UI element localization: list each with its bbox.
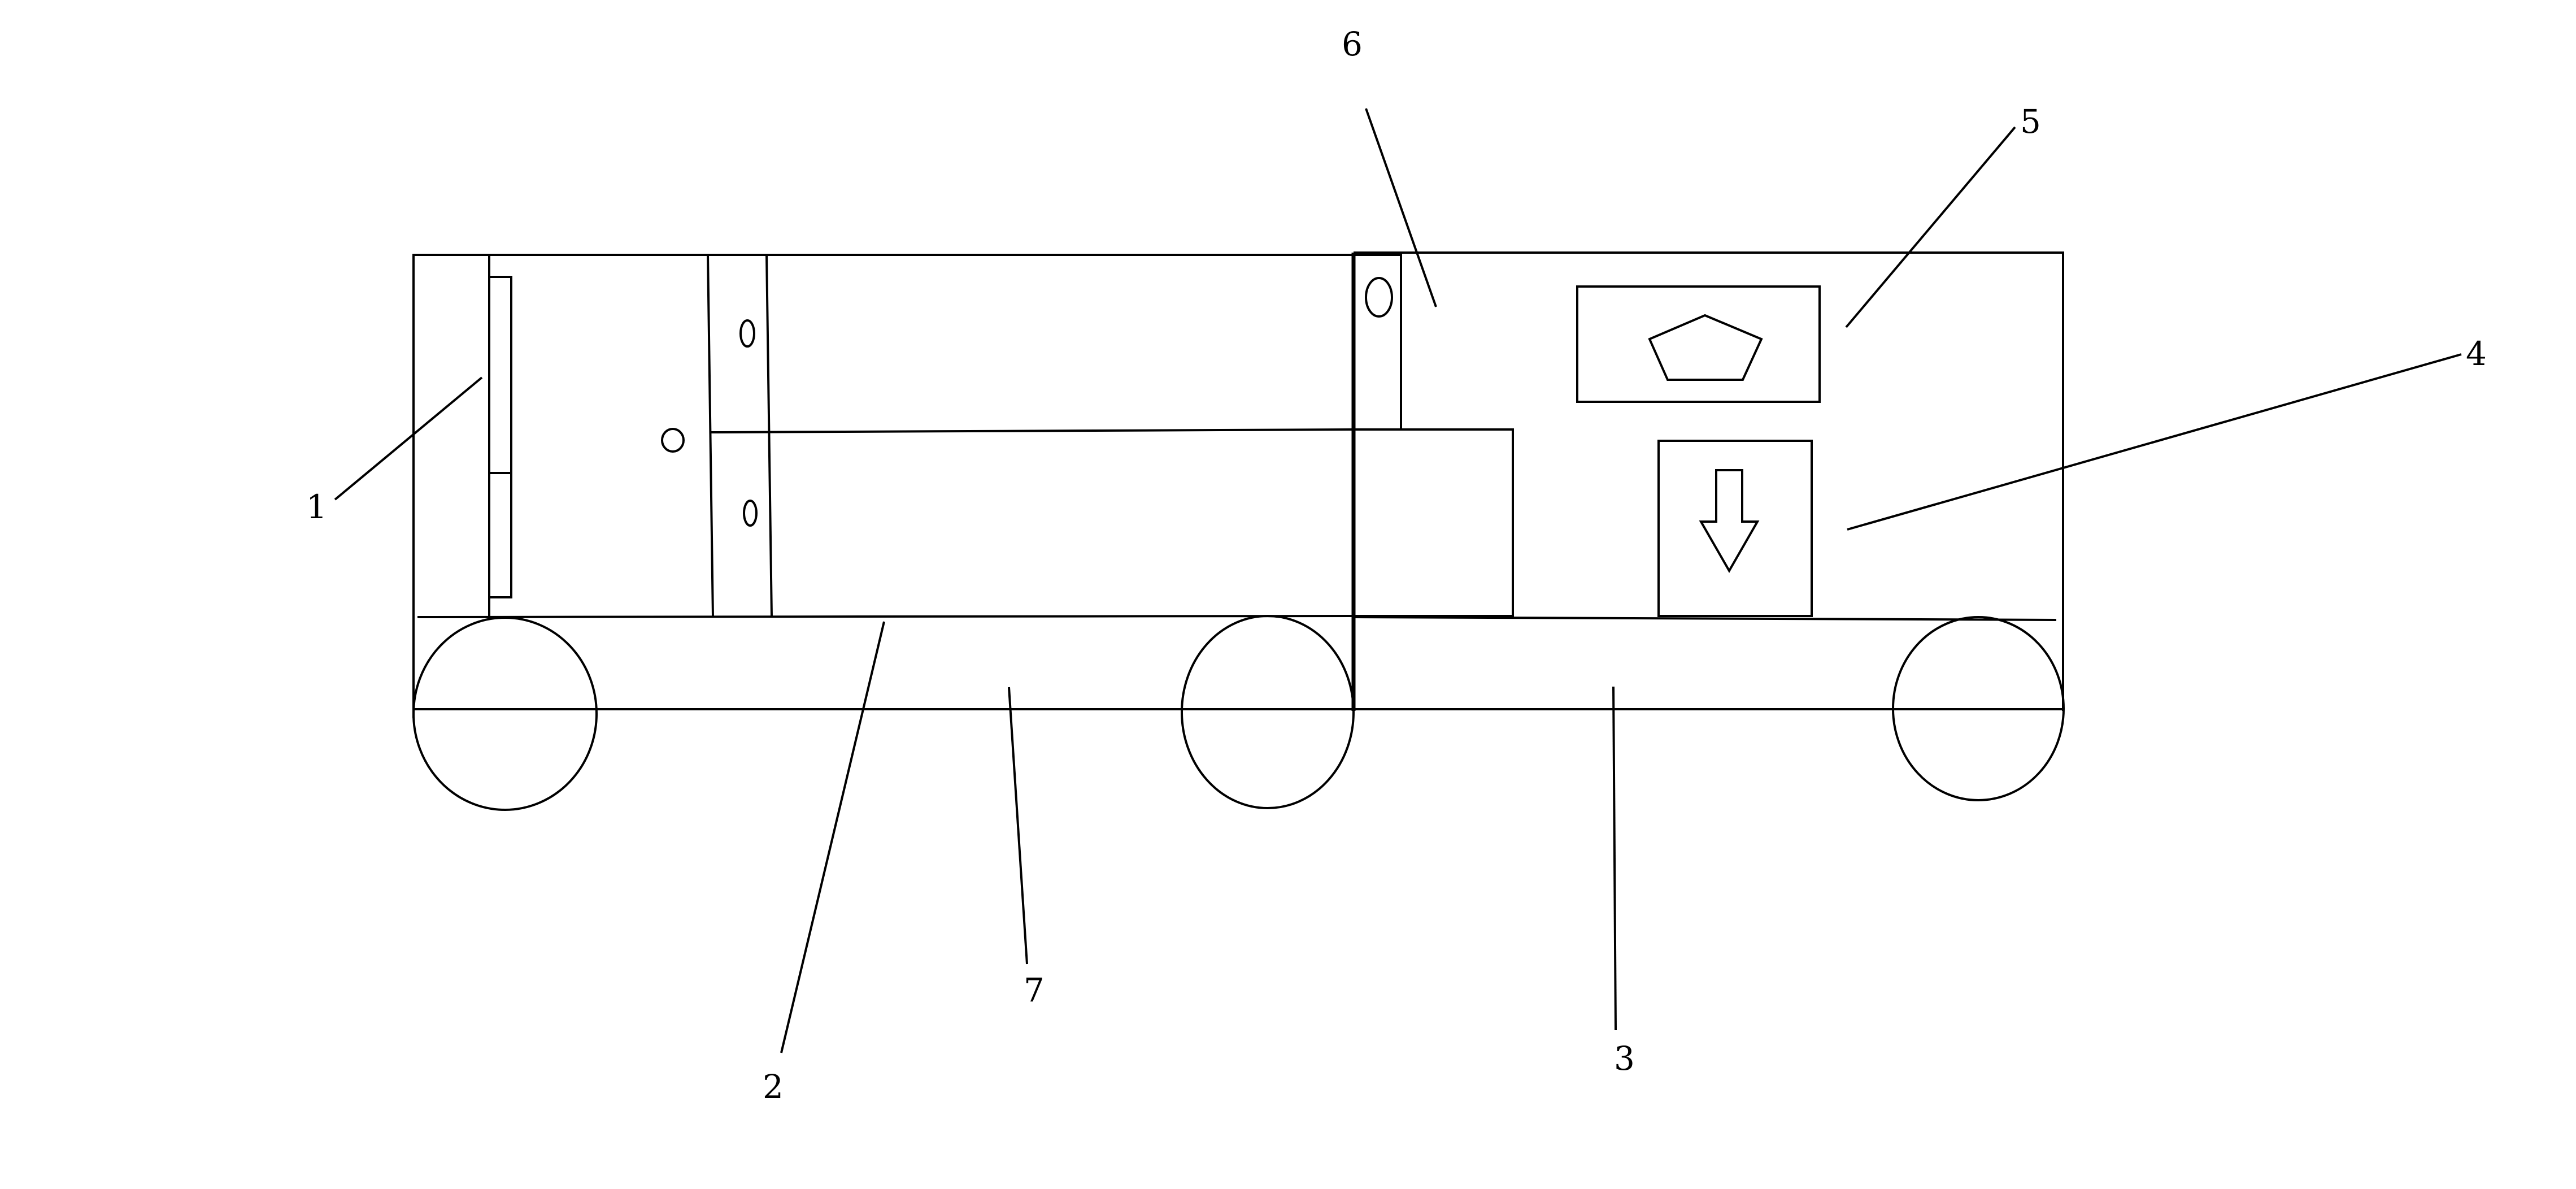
leader-line-4 [1847,353,2462,531]
right-compartment [1354,251,2064,711]
post-lower-hole [743,500,758,527]
component-6-lens [1365,277,1393,318]
callout-label-6: 6 [1342,25,1363,63]
lower-arrow-panel [1657,440,1813,617]
right-compartment-outline [1354,251,2064,711]
control-cabinet [1352,428,1514,617]
right-floor-line [1352,616,2057,621]
compartment-divider [1351,253,1514,711]
left-compartment-outline [412,254,1352,718]
leader-lines [334,108,2462,1053]
left-compartment-floor-line [417,615,1352,618]
down-arrow-icon [1699,469,1760,574]
component-6-box [1354,254,1402,429]
callout-label-7: 7 [1024,971,1045,1009]
upper-display-panel [1576,285,1821,403]
leader-line-2 [780,621,885,1053]
left-compartment [412,254,1352,718]
rear-wheel [412,617,598,811]
handle-circle [661,428,685,453]
callout-labels: 1 2 3 4 5 6 7 [306,25,2487,1106]
callout-label-5: 5 [2020,102,2041,141]
partition-post-left-edge [707,254,714,618]
callout-label-2: 2 [763,1068,784,1106]
callout-label-3: 3 [1614,1039,1635,1078]
front-wheel [1892,616,2065,801]
middle-wheel [1181,615,1355,809]
leader-line-5 [1845,126,2016,328]
post-upper-hole [739,319,755,348]
leader-line-7 [1008,687,1028,965]
callout-label-4: 4 [2466,335,2487,373]
callout-label-1: 1 [306,488,327,526]
pentagon-icon [1648,314,1763,381]
leader-line-3 [1612,686,1617,1031]
partition-post-right-edge [765,254,773,618]
chassis [414,616,2063,710]
wheels [412,615,2065,811]
rear-door-panel [488,276,512,598]
leader-line-1 [334,376,483,501]
leader-line-6 [1365,108,1437,307]
mid-shelf-line [710,428,1352,433]
